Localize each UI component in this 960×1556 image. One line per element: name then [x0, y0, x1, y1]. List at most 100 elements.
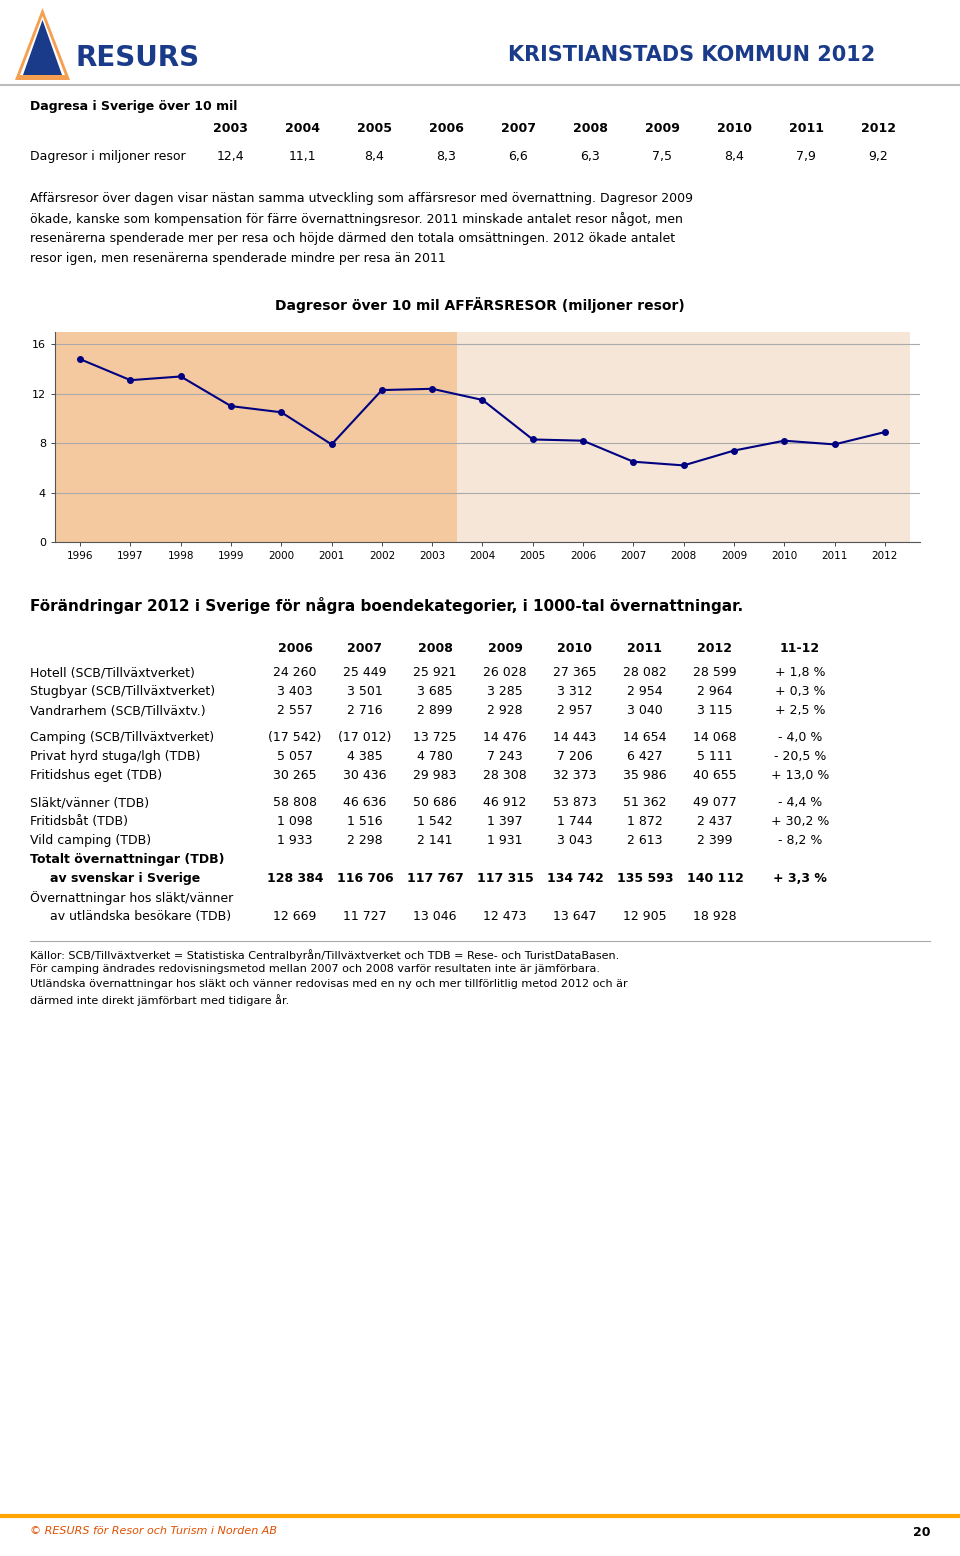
Text: + 30,2 %: + 30,2 % — [771, 815, 829, 828]
Text: © RESURS för Resor och Turism i Norden AB: © RESURS för Resor och Turism i Norden A… — [30, 1526, 277, 1536]
Text: Dagresor i miljoner resor: Dagresor i miljoner resor — [30, 149, 185, 163]
Text: 134 742: 134 742 — [546, 871, 604, 885]
Text: 2 613: 2 613 — [627, 834, 662, 846]
Text: 4 780: 4 780 — [417, 750, 453, 762]
Text: 3 403: 3 403 — [277, 685, 313, 699]
Text: 2006: 2006 — [277, 643, 312, 655]
Text: 46 912: 46 912 — [483, 797, 527, 809]
Text: 14 476: 14 476 — [483, 731, 527, 744]
Text: För camping ändrades redovisningsmetod mellan 2007 och 2008 varför resultaten in: För camping ändrades redovisningsmetod m… — [30, 965, 600, 974]
Polygon shape — [20, 16, 65, 75]
Text: 2012: 2012 — [698, 643, 732, 655]
Text: 2003: 2003 — [212, 121, 248, 135]
Polygon shape — [23, 20, 62, 75]
Text: - 4,4 %: - 4,4 % — [778, 797, 822, 809]
Text: 135 593: 135 593 — [616, 871, 673, 885]
Text: 2008: 2008 — [572, 121, 608, 135]
Text: av utländska besökare (TDB): av utländska besökare (TDB) — [50, 910, 231, 923]
Text: 32 373: 32 373 — [553, 769, 597, 783]
Text: 8,3: 8,3 — [436, 149, 456, 163]
Text: 12 669: 12 669 — [274, 910, 317, 923]
Text: Vild camping (TDB): Vild camping (TDB) — [30, 834, 151, 846]
Text: 2011: 2011 — [628, 643, 662, 655]
Text: 40 655: 40 655 — [693, 769, 737, 783]
Text: Släkt/vänner (TDB): Släkt/vänner (TDB) — [30, 797, 149, 809]
Bar — [457, 331, 910, 541]
Text: 7,5: 7,5 — [652, 149, 672, 163]
Text: av svenskar i Sverige: av svenskar i Sverige — [50, 871, 201, 885]
Text: 27 365: 27 365 — [553, 666, 597, 678]
Text: Fritidshus eget (TDB): Fritidshus eget (TDB) — [30, 769, 162, 783]
Text: Källor: SCB/Tillväxtverket = Statistiska Centralbyrån/Tillväxtverket och TDB = R: Källor: SCB/Tillväxtverket = Statistiska… — [30, 949, 619, 962]
Text: Vandrarhem (SCB/Tillväxtv.): Vandrarhem (SCB/Tillväxtv.) — [30, 703, 205, 717]
Text: 2 716: 2 716 — [348, 703, 383, 717]
Text: 1 516: 1 516 — [348, 815, 383, 828]
Text: 116 706: 116 706 — [337, 871, 394, 885]
Text: Hotell (SCB/Tillväxtverket): Hotell (SCB/Tillväxtverket) — [30, 666, 195, 678]
Text: (17 012): (17 012) — [338, 731, 392, 744]
Text: 117 767: 117 767 — [407, 871, 464, 885]
Text: 6 427: 6 427 — [627, 750, 662, 762]
Text: 1 397: 1 397 — [487, 815, 523, 828]
Text: 5 111: 5 111 — [697, 750, 732, 762]
Polygon shape — [15, 8, 70, 79]
Text: 5 057: 5 057 — [277, 750, 313, 762]
Text: 2 954: 2 954 — [627, 685, 662, 699]
Text: Camping (SCB/Tillväxtverket): Camping (SCB/Tillväxtverket) — [30, 731, 214, 744]
Text: 2005: 2005 — [356, 121, 392, 135]
Text: 24 260: 24 260 — [274, 666, 317, 678]
Text: 13 647: 13 647 — [553, 910, 597, 923]
Text: 9,2: 9,2 — [868, 149, 888, 163]
Text: + 1,8 %: + 1,8 % — [775, 666, 826, 678]
Text: 7,9: 7,9 — [796, 149, 816, 163]
Text: 117 315: 117 315 — [476, 871, 534, 885]
Text: Affärsresor över dagen visar nästan samma utveckling som affärsresor med övernat: Affärsresor över dagen visar nästan samm… — [30, 191, 693, 205]
Text: 3 685: 3 685 — [418, 685, 453, 699]
Text: 8,4: 8,4 — [724, 149, 744, 163]
Text: 18 928: 18 928 — [693, 910, 737, 923]
Text: 28 599: 28 599 — [693, 666, 737, 678]
Text: 2011: 2011 — [788, 121, 824, 135]
Text: RESURS: RESURS — [75, 44, 199, 72]
Text: 8,4: 8,4 — [364, 149, 384, 163]
Text: 46 636: 46 636 — [344, 797, 387, 809]
Text: + 3,3 %: + 3,3 % — [773, 871, 827, 885]
Text: 1 098: 1 098 — [277, 815, 313, 828]
Text: 2008: 2008 — [418, 643, 452, 655]
Text: 14 443: 14 443 — [553, 731, 597, 744]
Text: 2009: 2009 — [644, 121, 680, 135]
Text: 2 141: 2 141 — [418, 834, 453, 846]
Text: Förändringar 2012 i Sverige för några boendekategorier, i 1000-tal övernattninga: Förändringar 2012 i Sverige för några bo… — [30, 598, 743, 615]
Text: 2007: 2007 — [348, 643, 382, 655]
Text: 2 964: 2 964 — [697, 685, 732, 699]
Text: 11,1: 11,1 — [288, 149, 316, 163]
Text: 1 933: 1 933 — [277, 834, 313, 846]
Text: därmed inte direkt jämförbart med tidigare år.: därmed inte direkt jämförbart med tidiga… — [30, 994, 289, 1005]
Text: - 8,2 %: - 8,2 % — [778, 834, 822, 846]
Text: 3 285: 3 285 — [487, 685, 523, 699]
Text: 140 112: 140 112 — [686, 871, 743, 885]
Text: 6,3: 6,3 — [580, 149, 600, 163]
Text: 7 206: 7 206 — [557, 750, 593, 762]
Text: 3 312: 3 312 — [557, 685, 592, 699]
Text: 2012: 2012 — [860, 121, 896, 135]
Text: 2 899: 2 899 — [418, 703, 453, 717]
Text: - 20,5 %: - 20,5 % — [774, 750, 827, 762]
Text: 49 077: 49 077 — [693, 797, 737, 809]
Text: 25 449: 25 449 — [344, 666, 387, 678]
Text: KRISTIANSTADS KOMMUN 2012: KRISTIANSTADS KOMMUN 2012 — [508, 45, 875, 65]
Text: 11 727: 11 727 — [343, 910, 387, 923]
Text: 3 115: 3 115 — [697, 703, 732, 717]
Text: 50 686: 50 686 — [413, 797, 457, 809]
Text: + 2,5 %: + 2,5 % — [775, 703, 826, 717]
Text: 2009: 2009 — [488, 643, 522, 655]
Bar — [55, 331, 457, 541]
Text: Fritidsbåt (TDB): Fritidsbåt (TDB) — [30, 815, 128, 828]
Text: Dagresa i Sverige över 10 mil: Dagresa i Sverige över 10 mil — [30, 100, 237, 114]
Text: Stugbyar (SCB/Tillväxtverket): Stugbyar (SCB/Tillväxtverket) — [30, 685, 215, 699]
Text: 2004: 2004 — [284, 121, 320, 135]
Text: resor igen, men resenärerna spenderade mindre per resa än 2011: resor igen, men resenärerna spenderade m… — [30, 252, 445, 265]
Text: 28 308: 28 308 — [483, 769, 527, 783]
Text: 12 905: 12 905 — [623, 910, 667, 923]
Text: 2 437: 2 437 — [697, 815, 732, 828]
